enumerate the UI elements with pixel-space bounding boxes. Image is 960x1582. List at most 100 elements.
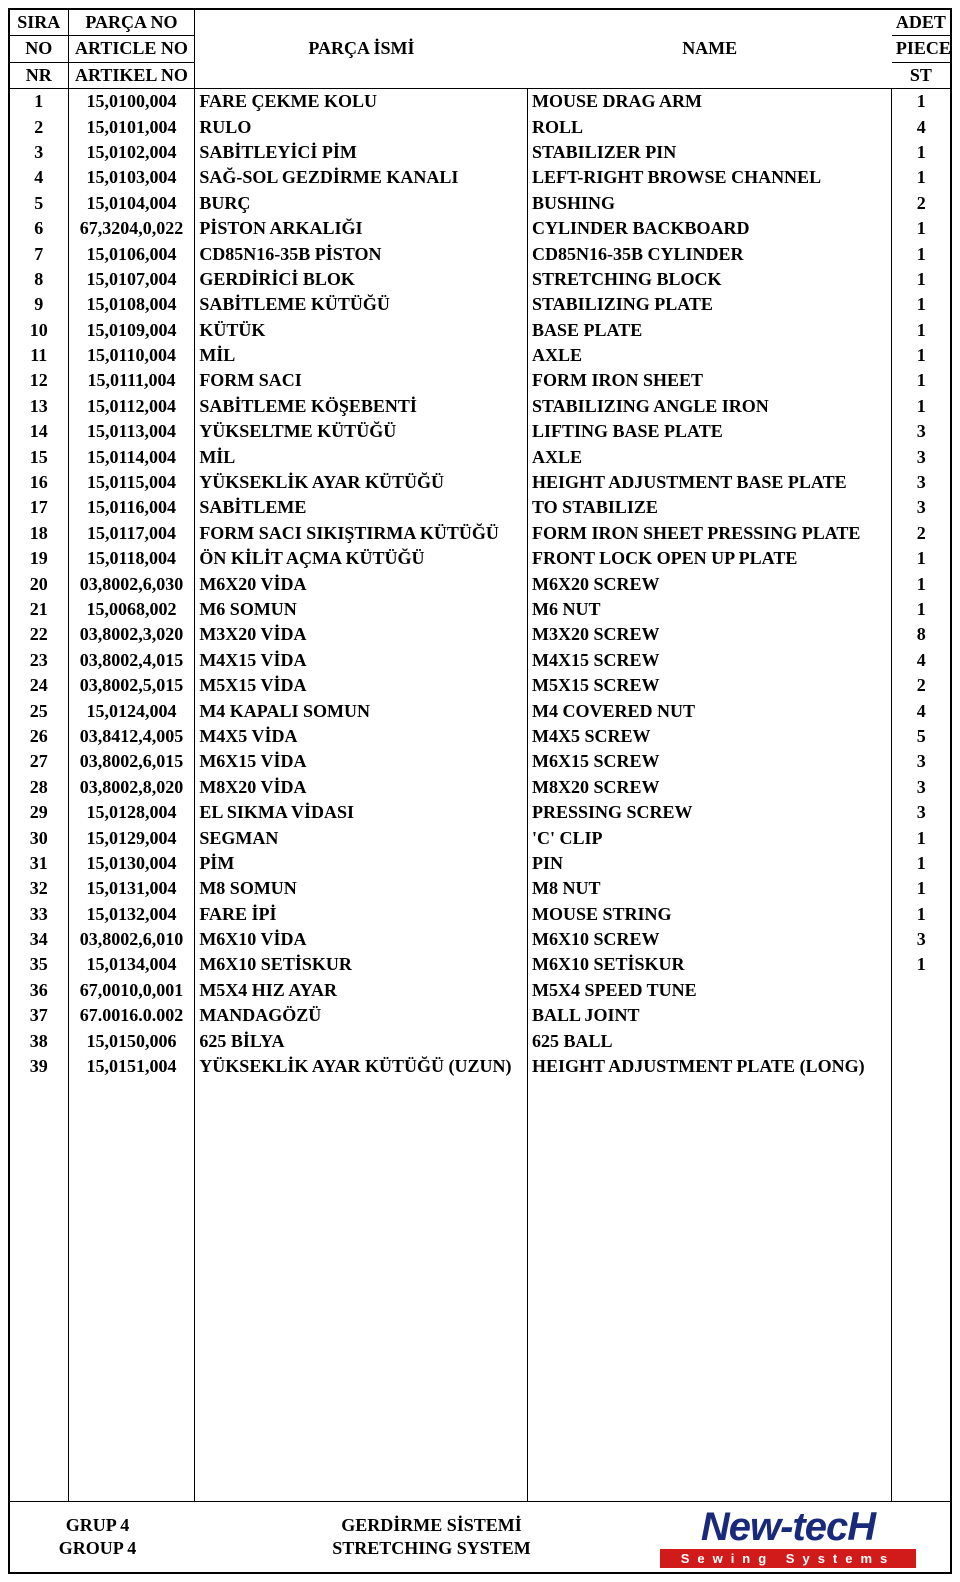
cell-parca: 15,0068,002 (68, 597, 195, 622)
cell-sira: 30 (10, 826, 68, 851)
cell-sira: 1 (10, 89, 68, 115)
cell-parca: 15,0151,004 (68, 1054, 195, 1079)
cell-sira: 9 (10, 292, 68, 317)
cell-parca: 67,0010,0,001 (68, 978, 195, 1003)
table-row: 1315,0112,004SABİTLEME KÖŞEBENTİSTABILIZ… (10, 394, 950, 419)
cell-parca: 03,8002,6,015 (68, 749, 195, 774)
cell-ismi: M5X4 HIZ AYAR (195, 978, 528, 1003)
cell-parca: 03,8002,4,015 (68, 648, 195, 673)
col-header-adet-3: ST (892, 62, 950, 88)
cell-ismi: M6X10 SETİSKUR (195, 952, 528, 977)
cell-name: M5X4 SPEED TUNE (528, 978, 892, 1003)
cell-ismi: YÜKSEKLİK AYAR KÜTÜĞÜ (UZUN) (195, 1054, 528, 1079)
cell-sira: 24 (10, 673, 68, 698)
table-row: 1815,0117,004FORM SACI SIKIŞTIRMA KÜTÜĞÜ… (10, 521, 950, 546)
cell-parca: 15,0103,004 (68, 165, 195, 190)
cell-sira: 39 (10, 1054, 68, 1079)
cell-name: FORM IRON SHEET (528, 368, 892, 393)
table-row: 515,0104,004BURÇBUSHING2 (10, 191, 950, 216)
cell-ismi: M5X15 VİDA (195, 673, 528, 698)
cell-parca: 15,0100,004 (68, 89, 195, 115)
cell-adet: 1 (892, 368, 950, 393)
cell-ismi: SABİTLEME KÖŞEBENTİ (195, 394, 528, 419)
cell-adet: 4 (892, 115, 950, 140)
cell-adet: 1 (892, 318, 950, 343)
cell-adet: 1 (892, 597, 950, 622)
table-row: 2203,8002,3,020M3X20 VİDAM3X20 SCREW8 (10, 622, 950, 647)
cell-name: STABILIZING PLATE (528, 292, 892, 317)
document-frame: SIRA PARÇA NO PARÇA İSMİ NAME ADET NO AR… (8, 8, 952, 1574)
cell-name: 'C' CLIP (528, 826, 892, 851)
spacer-cell (892, 1079, 950, 1501)
cell-ismi: SABİTLEME KÜTÜĞÜ (195, 292, 528, 317)
cell-adet: 2 (892, 673, 950, 698)
cell-ismi: M6 SOMUN (195, 597, 528, 622)
cell-adet: 1 (892, 876, 950, 901)
cell-sira: 36 (10, 978, 68, 1003)
cell-name: HEIGHT ADJUSTMENT BASE PLATE (528, 470, 892, 495)
cell-parca: 67.0016.0.002 (68, 1003, 195, 1028)
cell-adet: 3 (892, 927, 950, 952)
cell-name: LEFT-RIGHT BROWSE CHANNEL (528, 165, 892, 190)
table-row: 3115,0130,004PİMPIN1 (10, 851, 950, 876)
cell-adet: 8 (892, 622, 950, 647)
cell-name: LIFTING BASE PLATE (528, 419, 892, 444)
cell-parca: 15,0113,004 (68, 419, 195, 444)
cell-adet: 1 (892, 267, 950, 292)
cell-ismi: SEGMAN (195, 826, 528, 851)
cell-parca: 67,3204,0,022 (68, 216, 195, 241)
cell-adet: 2 (892, 521, 950, 546)
col-header-parca: PARÇA NO (68, 10, 195, 36)
cell-sira: 19 (10, 546, 68, 571)
cell-sira: 6 (10, 216, 68, 241)
table-row: 1715,0116,004SABİTLEMETO STABILIZE3 (10, 495, 950, 520)
cell-parca: 15,0110,004 (68, 343, 195, 368)
cell-parca: 15,0150,006 (68, 1029, 195, 1054)
cell-adet: 1 (892, 140, 950, 165)
cell-ismi: M3X20 VİDA (195, 622, 528, 647)
table-row: 2603,8412,4,005M4X5 VİDAM4X5 SCREW5 (10, 724, 950, 749)
col-header-sira: SIRA (10, 10, 68, 36)
footer-system: GERDİRME SİSTEMİ STRETCHING SYSTEM (185, 1514, 638, 1561)
cell-sira: 2 (10, 115, 68, 140)
cell-adet: 4 (892, 699, 950, 724)
cell-parca: 03,8002,8,020 (68, 775, 195, 800)
cell-ismi: YÜKSEKLİK AYAR KÜTÜĞÜ (195, 470, 528, 495)
cell-sira: 11 (10, 343, 68, 368)
spacer-cell (68, 1079, 195, 1501)
logo-sub-text: Sewing Systems (660, 1549, 916, 1568)
cell-adet: 1 (892, 343, 950, 368)
cell-adet: 1 (892, 902, 950, 927)
table-row: 1915,0118,004ÖN KİLİT AÇMA KÜTÜĞÜFRONT L… (10, 546, 950, 571)
table-row: 3403,8002,6,010M6X10 VİDAM6X10 SCREW3 (10, 927, 950, 952)
cell-adet: 3 (892, 419, 950, 444)
cell-adet: 3 (892, 800, 950, 825)
cell-ismi: KÜTÜK (195, 318, 528, 343)
cell-adet: 1 (892, 851, 950, 876)
cell-parca: 15,0107,004 (68, 267, 195, 292)
cell-adet (892, 978, 950, 1003)
cell-name: 625 BALL (528, 1029, 892, 1054)
cell-name: HEIGHT ADJUSTMENT PLATE (LONG) (528, 1054, 892, 1079)
cell-adet: 1 (892, 394, 950, 419)
cell-parca: 15,0132,004 (68, 902, 195, 927)
cell-sira: 21 (10, 597, 68, 622)
cell-ismi: M8 SOMUN (195, 876, 528, 901)
cell-name: FORM IRON SHEET PRESSING PLATE (528, 521, 892, 546)
table-row: 2803,8002,8,020M8X20 VİDAM8X20 SCREW3 (10, 775, 950, 800)
spacer-cell (10, 1079, 68, 1501)
cell-adet: 1 (892, 826, 950, 851)
cell-adet (892, 1054, 950, 1079)
cell-ismi: ÖN KİLİT AÇMA KÜTÜĞÜ (195, 546, 528, 571)
table-row: 3667,0010,0,001M5X4 HIZ AYARM5X4 SPEED T… (10, 978, 950, 1003)
table-row: 2303,8002,4,015M4X15 VİDAM4X15 SCREW4 (10, 648, 950, 673)
cell-sira: 38 (10, 1029, 68, 1054)
cell-ismi: BURÇ (195, 191, 528, 216)
col-header-sira-2: NO (10, 36, 68, 62)
cell-parca: 15,0109,004 (68, 318, 195, 343)
cell-sira: 27 (10, 749, 68, 774)
cell-ismi: FORM SACI (195, 368, 528, 393)
cell-name: STABILIZING ANGLE IRON (528, 394, 892, 419)
cell-parca: 15,0117,004 (68, 521, 195, 546)
cell-name: M8X20 SCREW (528, 775, 892, 800)
